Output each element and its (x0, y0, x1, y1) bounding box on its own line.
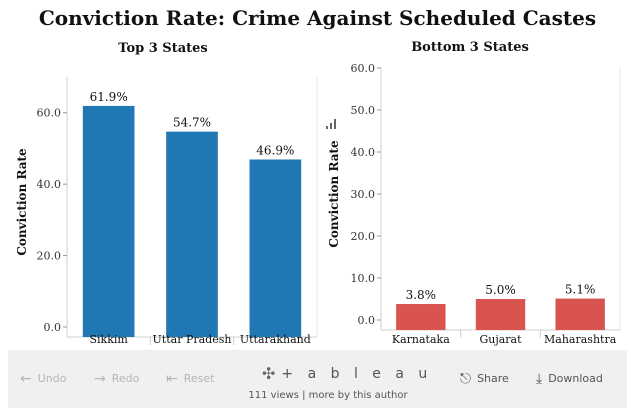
bottom-value-label: 5.1% (565, 283, 596, 297)
bottom-states-chart: Bottom 3 States Conviction Rate 0.0 10.0 20.… (327, 40, 621, 346)
charts-area: Top 3 States Conviction Rate 0.0 20.0 40.0 60… (15, 40, 621, 346)
top-bar[interactable] (82, 105, 135, 337)
top-category-label: Uttar Pradesh (153, 333, 232, 346)
top-bar[interactable] (249, 159, 302, 338)
page-title: Conviction Rate: Crime Against Scheduled… (38, 6, 597, 30)
bottom-category-label: Karnataka (392, 333, 450, 346)
toolbar: ← Undo → Redo ⇤ Reset ✣ + a b l e a u 11… (8, 350, 627, 408)
top-bar[interactable] (166, 131, 218, 337)
bottom-value-label: 5.0% (485, 283, 516, 297)
meta-separator: | (302, 390, 306, 401)
bottom-y-tick-label: 40.0 (351, 146, 376, 159)
bottom-y-tick-label: 20.0 (351, 230, 376, 243)
bottom-category-label: Gujarat (479, 333, 522, 346)
bottom-y-tick-label: 10.0 (351, 272, 376, 285)
bottom-chart-title: Bottom 3 States (411, 40, 529, 55)
bottom-y-axis-title: Conviction Rate (327, 140, 341, 248)
bottom-y-tick-label: 0.0 (358, 314, 376, 327)
brand-label: + a b l e a u (281, 365, 433, 382)
more-by-author-link[interactable]: more by this author (308, 390, 408, 401)
bottom-bar[interactable] (475, 299, 526, 330)
reset-button[interactable]: ⇤ Reset (166, 370, 215, 387)
top-value-label: 61.9% (90, 90, 128, 104)
download-icon: ⤓ (536, 370, 543, 387)
top-value-label: 54.7% (173, 116, 211, 130)
undo-label: Undo (37, 372, 67, 385)
top-category-label: Uttarakhand (240, 333, 311, 346)
top-category-label: Sikkim (89, 333, 128, 346)
download-button[interactable]: ⤓ Download (536, 370, 603, 387)
redo-button[interactable]: → Redo (94, 370, 140, 387)
undo-icon: ← (20, 370, 32, 387)
share-button[interactable]: ⎋ Share (460, 370, 509, 387)
reset-icon: ⇤ (166, 370, 178, 387)
top-chart-title: Top 3 States (118, 41, 207, 56)
top-y-tick-label: 60.0 (37, 107, 62, 120)
bottom-y-tick-label: 60.0 (351, 62, 376, 75)
download-label: Download (548, 372, 603, 385)
top-states-chart: Top 3 States Conviction Rate 0.0 20.0 40.0 60… (15, 41, 318, 346)
top-y-tick-label: 0.0 (44, 321, 62, 334)
top-value-label: 46.9% (256, 144, 294, 158)
share-label: Share (477, 372, 509, 385)
share-icon: ⎋ (460, 370, 472, 387)
bottom-bar[interactable] (396, 304, 446, 330)
reset-label: Reset (183, 372, 215, 385)
bottom-value-label: 3.8% (406, 288, 437, 302)
top-y-axis-title: Conviction Rate (15, 148, 29, 256)
bottom-category-label: Maharashtra (544, 333, 617, 346)
view-meta: 111 views | more by this author (208, 390, 448, 401)
bottom-y-tick-label: 30.0 (351, 188, 376, 201)
chart-type-icon[interactable] (326, 119, 336, 129)
undo-button[interactable]: ← Undo (20, 370, 67, 387)
bottom-y-tick-label: 50.0 (351, 104, 376, 117)
views-count: 111 views (248, 390, 299, 401)
tableau-brand[interactable]: ✣ + a b l e a u (262, 364, 432, 383)
redo-label: Redo (111, 372, 140, 385)
top-y-tick-label: 20.0 (37, 250, 62, 263)
redo-icon: → (94, 370, 106, 387)
bottom-bar[interactable] (555, 298, 605, 330)
top-y-tick-label: 40.0 (37, 178, 62, 191)
tableau-logo-icon: ✣ (262, 364, 276, 383)
